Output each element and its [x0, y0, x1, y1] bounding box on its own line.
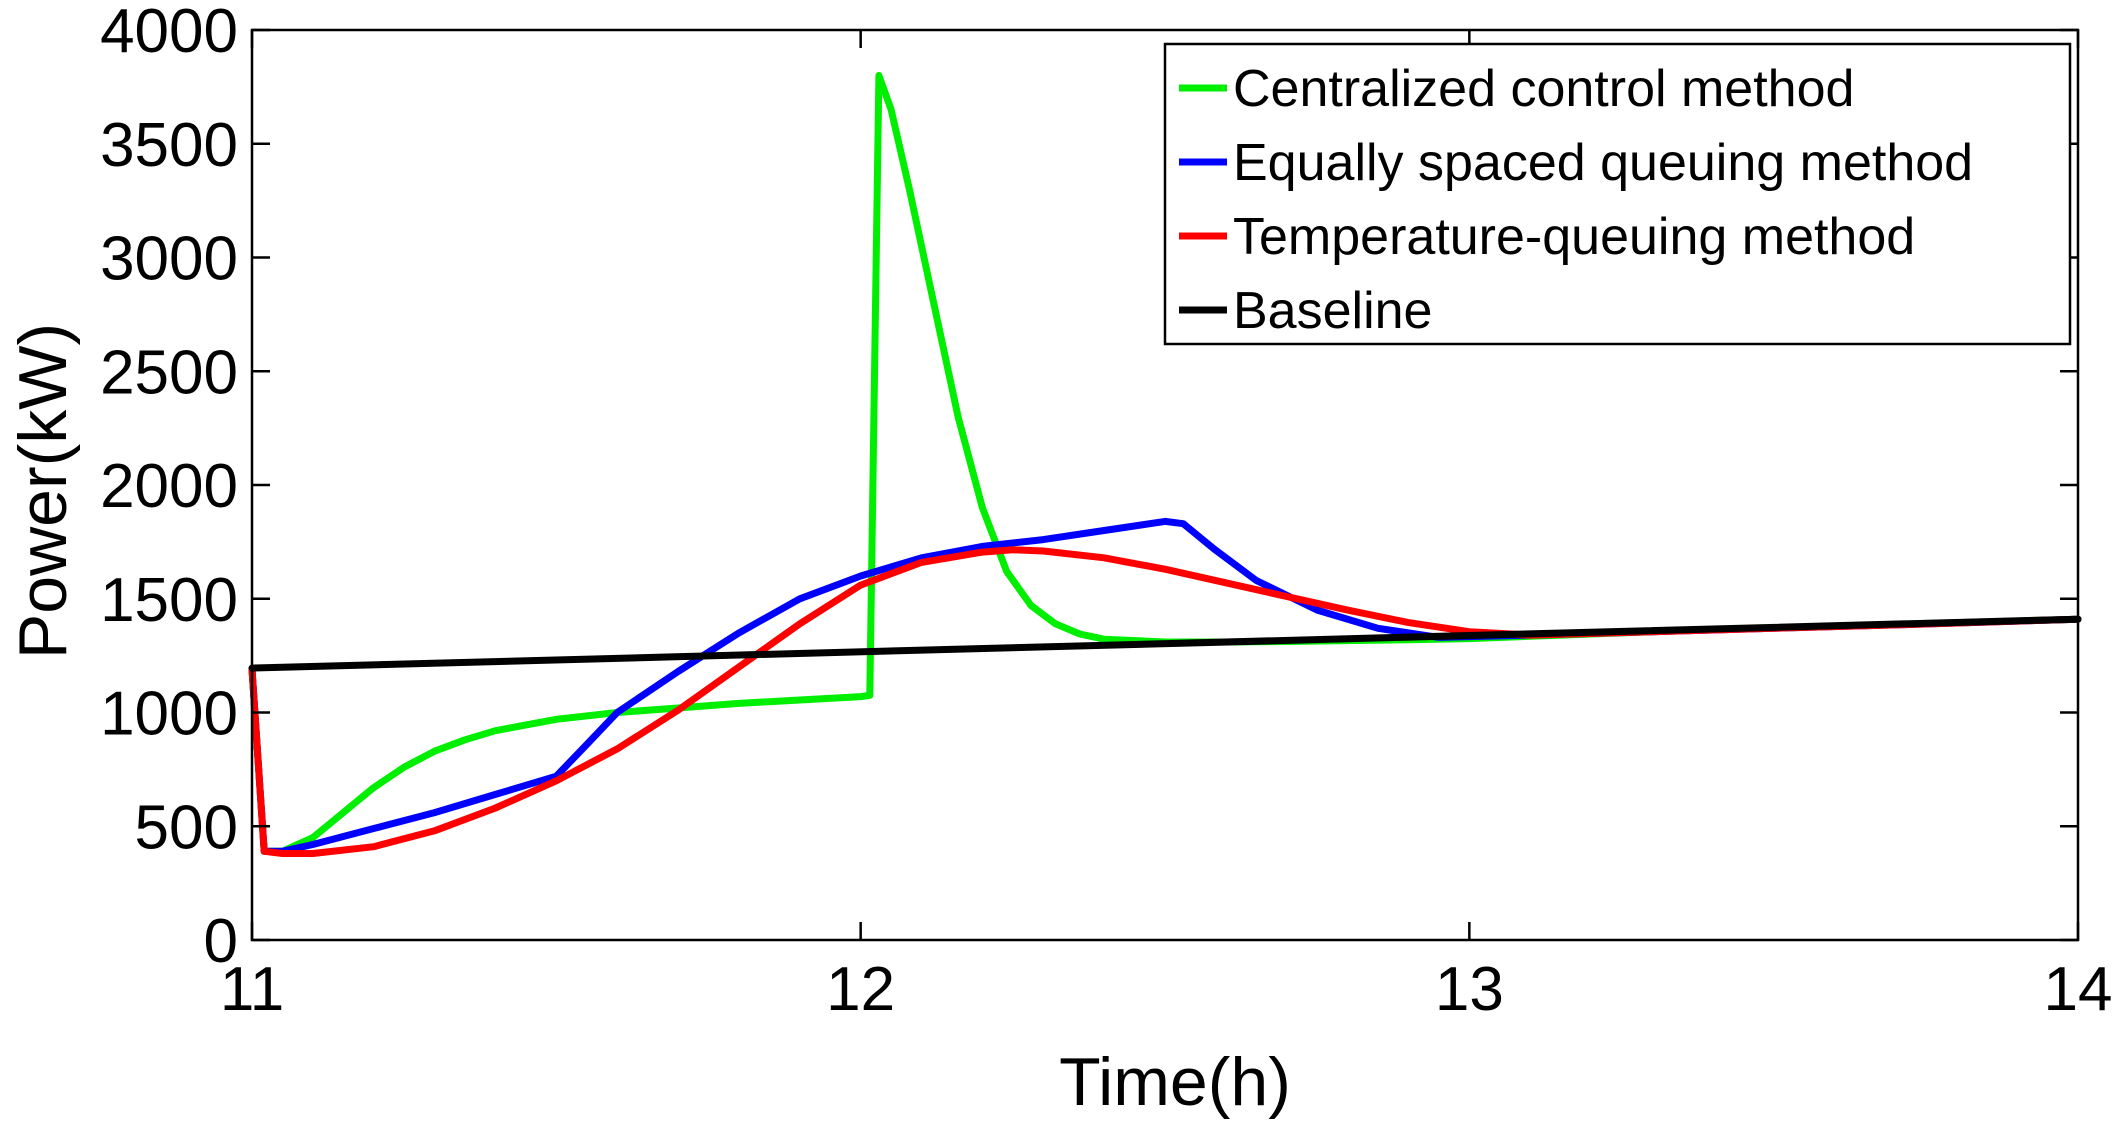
y-axis-label: Power(kW): [5, 323, 81, 659]
y-tick-label: 1000: [100, 680, 238, 749]
y-tick-label: 2500: [100, 338, 238, 407]
x-tick-label: 14: [2044, 955, 2113, 1024]
legend-label-2: Equally spaced queuing method: [1233, 134, 1973, 192]
series-layer: [248, 72, 2082, 857]
legend: Centralized control method Equally spaced…: [1163, 42, 2072, 346]
y-tick-label: 4000: [100, 0, 238, 66]
legend-label-1: Centralized control method: [1233, 60, 1854, 118]
y-tick-label: 500: [135, 793, 238, 862]
legend-label-4: Baseline: [1233, 282, 1432, 340]
y-tick-label: 3500: [100, 111, 238, 180]
x-tick-label: 11: [220, 955, 284, 1024]
series-line-4: [248, 615, 2082, 672]
legend-label-3: Temperature-queuing method: [1233, 208, 1915, 266]
y-tick-label: 1500: [100, 566, 238, 635]
legend-box: [1163, 42, 2072, 346]
y-tick-label: 3000: [100, 225, 238, 294]
y-tick-label: 0: [204, 907, 238, 976]
x-tick-label: 12: [826, 955, 895, 1024]
x-tick-label: 13: [1435, 955, 1504, 1024]
x-axis-label: Time(h): [1059, 1044, 1291, 1120]
axes: 11 12 13 14 0 500 1000 1500 2000 2500 3000 3500 4000: [100, 0, 2112, 1024]
y-tick-label: 2000: [100, 452, 238, 521]
